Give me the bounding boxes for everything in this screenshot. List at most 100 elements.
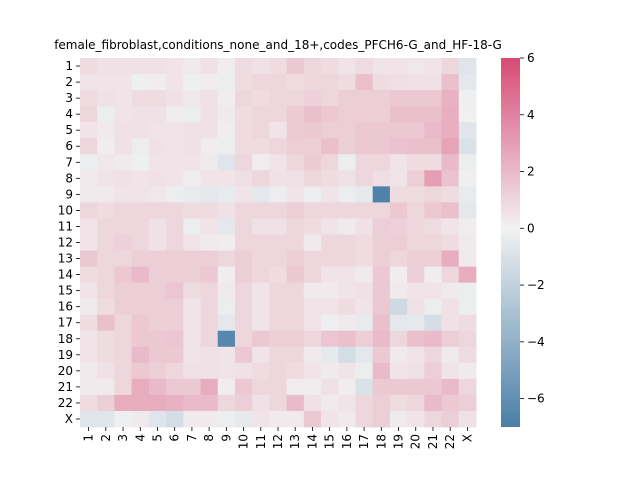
heatmap-cell <box>252 74 270 91</box>
heatmap-cell <box>372 58 391 75</box>
heatmap-cell <box>166 410 184 428</box>
heatmap-cell <box>372 106 391 123</box>
heatmap-cell <box>200 314 219 332</box>
heatmap-cell <box>252 90 270 107</box>
heatmap-cell <box>131 170 150 187</box>
heatmap-cell <box>183 346 201 364</box>
heatmap-cell <box>407 202 425 219</box>
heatmap-cell <box>286 250 305 267</box>
heatmap-cell <box>458 170 477 187</box>
heatmap-cell <box>338 282 356 300</box>
heatmap-cell <box>407 266 425 284</box>
heatmap-cell <box>338 170 356 187</box>
heatmap-cell <box>355 266 374 284</box>
heatmap-cell <box>389 90 408 107</box>
x-tick-label: 4 <box>133 434 147 442</box>
heatmap-cell <box>131 362 150 380</box>
heatmap-cell <box>114 90 133 107</box>
heatmap-cell <box>424 90 442 107</box>
heatmap-cell <box>148 90 167 107</box>
heatmap-cell <box>200 122 219 139</box>
heatmap-cell <box>80 362 98 380</box>
heatmap-cell <box>252 106 270 123</box>
heatmap-cell <box>217 362 236 380</box>
heatmap-cell <box>80 154 98 171</box>
heatmap-cell <box>355 346 374 364</box>
chart-title: female_fibroblast,conditions_none_and_18… <box>54 38 502 52</box>
heatmap-cell <box>407 410 425 428</box>
heatmap-cell <box>269 106 288 123</box>
heatmap-cell <box>80 234 98 251</box>
heatmap-cell <box>389 362 408 380</box>
heatmap-cell <box>148 138 167 155</box>
heatmap-cell <box>166 234 184 251</box>
heatmap-cell <box>252 154 270 171</box>
heatmap-cell <box>321 266 339 284</box>
heatmap-cell <box>407 106 425 123</box>
heatmap-cell <box>355 122 374 139</box>
y-tick-label: 6 <box>65 139 73 153</box>
heatmap-cell <box>286 106 305 123</box>
heatmap-cell <box>97 378 115 396</box>
heatmap-cell <box>234 234 253 251</box>
heatmap-cell <box>372 362 391 380</box>
heatmap-cell <box>303 186 322 203</box>
heatmap-cell <box>338 74 356 91</box>
heatmap-cell <box>372 138 391 155</box>
heatmap-cell <box>217 234 236 251</box>
heatmap-cell <box>389 58 408 75</box>
heatmap-cell <box>303 282 322 300</box>
heatmap-cell <box>80 202 98 219</box>
heatmap-cell <box>183 234 201 251</box>
heatmap-cell <box>252 346 270 364</box>
heatmap-cell <box>372 154 391 171</box>
heatmap-cell <box>114 138 133 155</box>
heatmap-cell <box>269 362 288 380</box>
x-tick-label: 6 <box>168 434 182 442</box>
heatmap-cell <box>148 202 167 219</box>
y-tick-label: 2 <box>65 75 73 89</box>
x-tick-label: 11 <box>254 434 268 449</box>
heatmap-cell <box>183 138 201 155</box>
heatmap-cell <box>407 74 425 91</box>
heatmap-cell <box>407 378 425 396</box>
heatmap-cell <box>166 74 184 91</box>
heatmap-cell <box>303 410 322 428</box>
heatmap-cell <box>441 58 460 75</box>
heatmap-cell <box>458 154 477 171</box>
heatmap-cell <box>321 154 339 171</box>
x-tick-label: 16 <box>340 434 354 449</box>
heatmap-cell <box>97 314 115 332</box>
heatmap-cell <box>148 154 167 171</box>
heatmap-cell <box>355 170 374 187</box>
heatmap-cell <box>217 218 236 235</box>
heatmap-cell <box>424 138 442 155</box>
heatmap-cell <box>303 202 322 219</box>
y-tick-label: 4 <box>65 107 73 121</box>
heatmap-cell <box>234 314 253 332</box>
heatmap-cell <box>269 282 288 300</box>
heatmap-cell <box>148 410 167 428</box>
colorbar-tick-label: −4 <box>527 335 545 349</box>
colorbar-tick-label: 4 <box>527 108 535 122</box>
heatmap-cell <box>217 250 236 267</box>
heatmap-cell <box>97 330 115 348</box>
heatmap-cell <box>269 58 288 75</box>
heatmap-cell <box>252 170 270 187</box>
heatmap-cell <box>80 90 98 107</box>
heatmap-cell <box>131 250 150 267</box>
heatmap-cell <box>321 74 339 91</box>
heatmap-cell <box>355 106 374 123</box>
heatmap-cell <box>97 250 115 267</box>
heatmap-cell <box>234 218 253 235</box>
heatmap-cell <box>269 170 288 187</box>
heatmap-cell <box>286 282 305 300</box>
heatmap-cell <box>303 74 322 91</box>
heatmap-cell <box>424 282 442 300</box>
heatmap-cell <box>114 154 133 171</box>
heatmap-cell <box>321 250 339 267</box>
heatmap-cell <box>389 378 408 396</box>
heatmap-cell <box>131 90 150 107</box>
heatmap-cell <box>407 154 425 171</box>
heatmap-cell <box>441 202 460 219</box>
